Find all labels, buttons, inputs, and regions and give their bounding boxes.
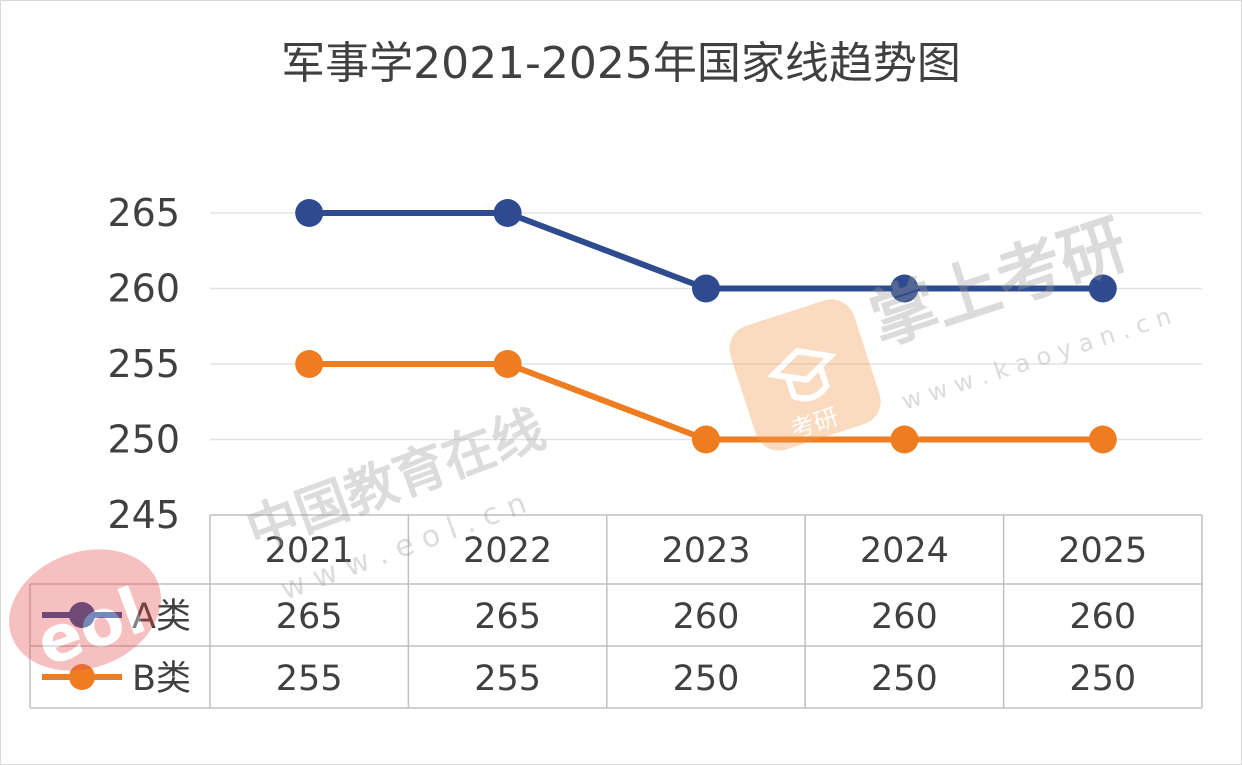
legend-label: B类 (132, 659, 191, 699)
legend-marker (69, 602, 95, 628)
data-point (295, 350, 324, 378)
data-point (493, 350, 522, 378)
table-cell-value: 255 (276, 659, 343, 699)
data-point (890, 425, 919, 454)
table-cell-value: 250 (673, 659, 740, 699)
y-axis-ticks: 245 250 255 260 265 (107, 191, 180, 537)
x-tick-label: 2024 (860, 531, 949, 571)
data-point (1088, 425, 1117, 454)
y-tick-label: 250 (107, 418, 180, 462)
data-point (692, 274, 720, 303)
x-tick-label: 2025 (1058, 531, 1147, 571)
y-tick-label: 255 (107, 342, 180, 386)
table-cell-value: 260 (1069, 597, 1136, 637)
table-cell-value: 265 (276, 597, 343, 637)
data-point (1088, 274, 1117, 303)
y-tick-label: 260 (107, 267, 180, 311)
table-cell-value: 255 (474, 659, 541, 699)
table-cell-value: 260 (673, 597, 740, 637)
legend-marker (69, 664, 95, 690)
kaoyan-badge (729, 299, 881, 451)
y-tick-label: 245 (107, 493, 180, 537)
x-tick-label: 2023 (661, 531, 750, 571)
data-point (295, 199, 324, 227)
table-cell-value: 260 (871, 597, 938, 637)
x-tick-label: 2021 (265, 531, 354, 571)
table-cell-value: 250 (871, 659, 938, 699)
y-tick-label: 265 (107, 191, 180, 235)
data-point (692, 425, 720, 454)
legend-label: A类 (132, 597, 191, 637)
data-point (493, 199, 522, 227)
chart-title: 军事学2021-2025年国家线趋势图 (281, 38, 961, 89)
data-table: 2021 2022 2023 2024 2025 A类 265 265 260 260 260 B类 2… (29, 514, 1203, 709)
table-cell-value: 250 (1069, 659, 1136, 699)
x-tick-label: 2022 (463, 531, 552, 571)
graduation-cap-icon (766, 348, 837, 402)
series-lines (295, 199, 1117, 454)
data-point (890, 274, 919, 303)
kaoyan-watermark: 考研 掌上考研 w w w . k a o y a n . c n (729, 205, 1175, 451)
table-cell-value: 265 (474, 597, 541, 637)
